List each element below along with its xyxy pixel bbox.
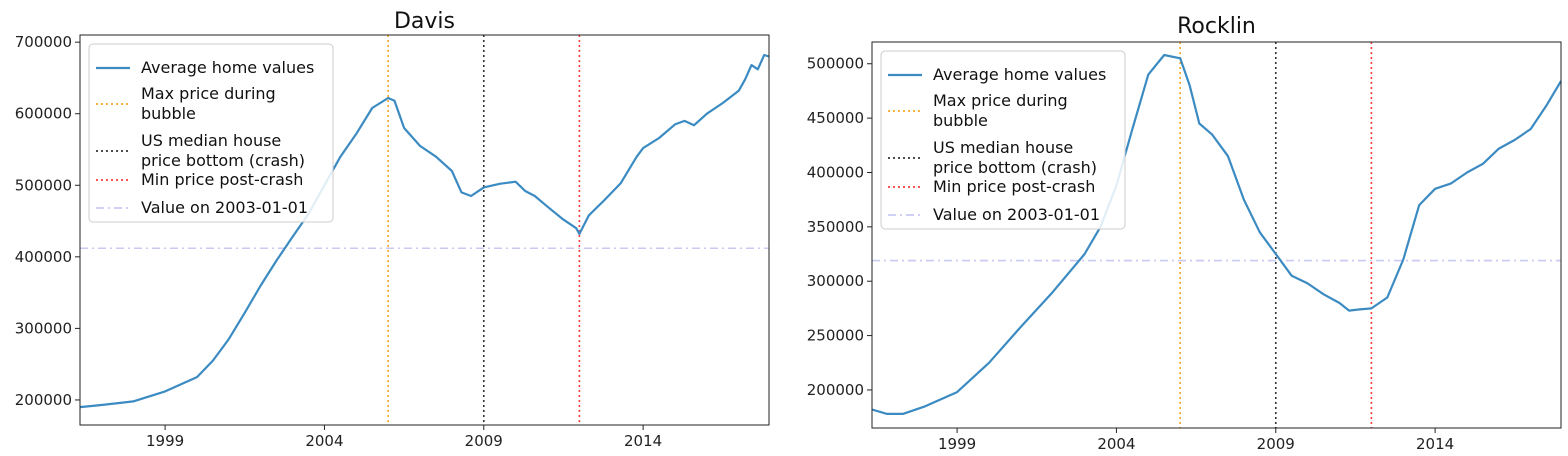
y-tick-label: 350000 [807,218,864,236]
legend-box [88,43,334,223]
x-tick-label: 2009 [1257,435,1295,453]
chart-panel-0: Davis 200000 300000 400000 500000 600000 70000… [15,9,770,450]
legend-label-average-home-values: Average home values [933,65,1106,84]
legend-label-max-price-during-bubble: bubble [933,111,988,130]
legend-label-value-on-2003-01-01: Value on 2003-01-01 [141,198,308,217]
legend-label-max-price-during-bubble: bubble [141,104,196,123]
legend-label-min-price-post-crash: Min price post-crash [141,170,303,189]
x-tick-label: 2004 [1097,435,1135,453]
legend: Average home values Max price duringbubbl… [880,50,1126,230]
y-tick-label: 250000 [807,327,864,345]
y-tick-label: 600000 [15,105,72,123]
x-tick-label: 1999 [938,435,976,453]
legend-label-us-median-house-price-bottom: price bottom (crash) [933,158,1097,177]
legend-label-max-price-during-bubble: Max price during [933,91,1068,110]
chart-title: Davis [394,9,455,34]
legend-label-us-median-house-price-bottom: price bottom (crash) [141,151,305,170]
y-tick-label: 700000 [15,33,72,51]
plot-frame [79,34,770,426]
x-tick-label: 2014 [624,432,662,450]
legend-label-min-price-post-crash: Min price post-crash [933,177,1095,196]
plot-frame [871,41,1562,429]
legend-label-us-median-house-price-bottom: US median house [141,131,281,150]
series-line-average-home-values [79,53,770,409]
x-tick-label: 2014 [1416,435,1454,453]
y-tick-label: 200000 [15,391,72,409]
y-tick-label: 400000 [807,163,864,181]
y-tick-label: 300000 [807,272,864,290]
x-tick-label: 2009 [465,432,503,450]
legend-label-average-home-values: Average home values [141,58,314,77]
y-tick-label: 300000 [15,319,72,337]
legend-label-us-median-house-price-bottom: US median house [933,138,1073,157]
chart-panel-1: Rocklin 200000 250000 300000 350000 400000 450… [807,14,1562,453]
y-tick-label: 200000 [807,381,864,399]
chart-title: Rocklin [1177,14,1256,39]
y-tick-label: 500000 [15,176,72,194]
legend-label-max-price-during-bubble: Max price during [141,84,276,103]
y-tick-label: 400000 [15,248,72,266]
y-tick-label: 500000 [807,55,864,73]
legend-label-value-on-2003-01-01: Value on 2003-01-01 [933,205,1100,224]
series-line-average-home-values [871,53,1562,415]
x-tick-label: 2004 [305,432,343,450]
y-tick-label: 450000 [807,109,864,127]
x-tick-label: 1999 [146,432,184,450]
legend: Average home values Max price duringbubbl… [88,43,334,223]
legend-box [880,50,1126,230]
